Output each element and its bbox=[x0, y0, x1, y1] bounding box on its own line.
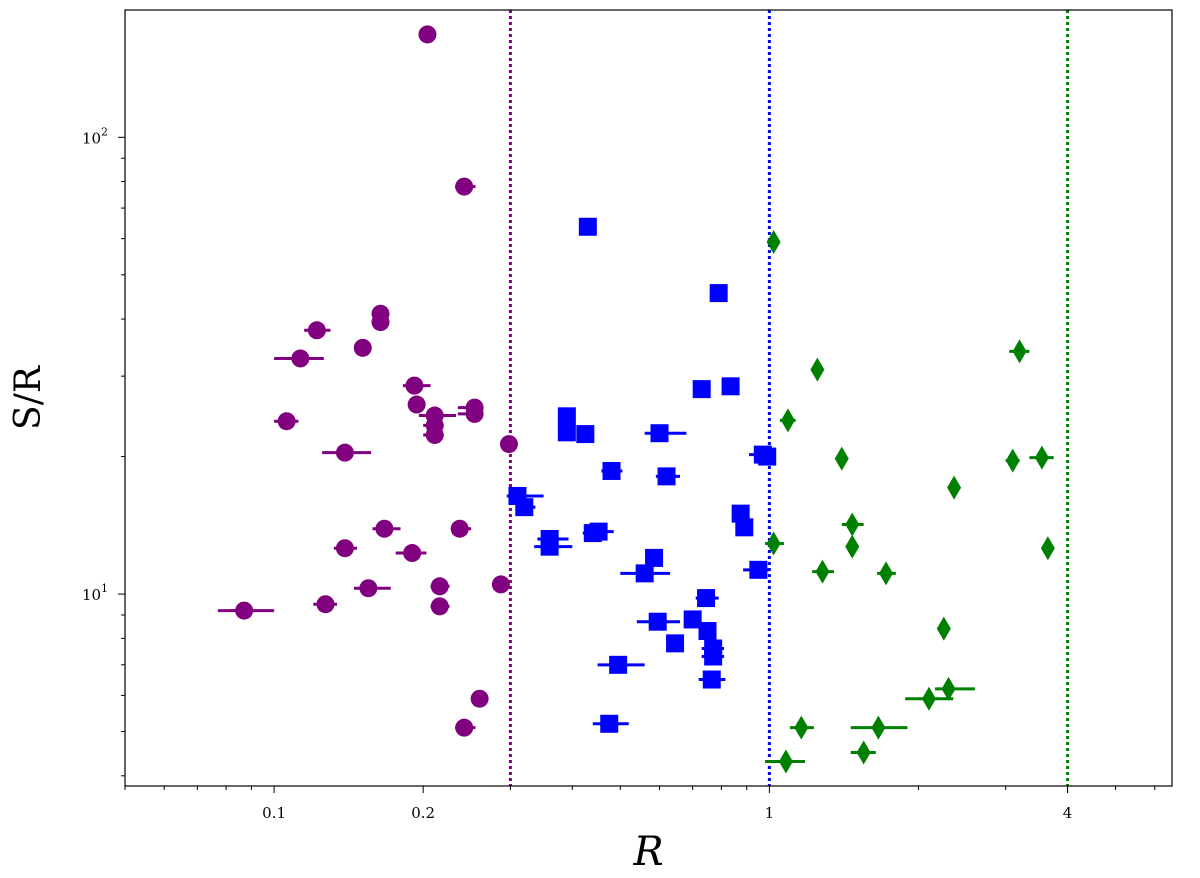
diamond-marker bbox=[834, 446, 849, 471]
circle-marker bbox=[450, 519, 469, 538]
y-axis-title: S/R bbox=[8, 365, 49, 430]
circle-marker bbox=[307, 321, 326, 340]
diamond-marker bbox=[794, 715, 809, 740]
diamond-marker bbox=[871, 715, 886, 740]
circle-marker bbox=[403, 544, 422, 563]
circle-marker bbox=[335, 539, 354, 558]
y-tick-label: 101 bbox=[82, 582, 108, 604]
x-tick-label: 0.1 bbox=[262, 804, 286, 822]
diamond-marker bbox=[845, 534, 860, 559]
plot-frame bbox=[124, 9, 1173, 787]
square-marker bbox=[697, 589, 716, 608]
circle-marker bbox=[291, 349, 310, 368]
circle-marker bbox=[455, 177, 474, 196]
diamond-marker bbox=[941, 676, 956, 701]
square-marker bbox=[735, 518, 754, 537]
diamond-marker bbox=[936, 616, 951, 641]
diamond-marker bbox=[780, 408, 795, 433]
circle-marker bbox=[359, 579, 378, 598]
circle-marker bbox=[499, 435, 518, 454]
square-marker bbox=[589, 522, 608, 541]
square-marker bbox=[657, 467, 676, 486]
diamond-marker bbox=[778, 749, 793, 774]
circle-marker bbox=[353, 338, 372, 357]
x-tick-label: 0.2 bbox=[411, 804, 435, 822]
square-marker bbox=[648, 612, 667, 631]
square-marker bbox=[576, 425, 595, 444]
reference-lines bbox=[508, 10, 1070, 786]
circle-marker bbox=[277, 412, 296, 431]
square-marker bbox=[698, 622, 717, 641]
x-tick-label: 1 bbox=[765, 804, 775, 822]
diamond-marker bbox=[947, 475, 962, 500]
diamond-marker bbox=[1034, 445, 1049, 470]
circle-marker bbox=[425, 425, 444, 444]
square-marker bbox=[683, 610, 702, 629]
square-marker bbox=[704, 647, 723, 666]
square-marker bbox=[645, 548, 664, 567]
circle-marker bbox=[371, 313, 390, 332]
diamond-marker bbox=[810, 357, 825, 382]
circle-marker bbox=[235, 601, 254, 620]
square-marker bbox=[602, 461, 621, 480]
x-axis-ticks: 0.1 0.2 1 4 bbox=[124, 786, 1156, 822]
circle-marker bbox=[455, 718, 474, 737]
y-tick-label: 102 bbox=[82, 125, 108, 147]
square-marker bbox=[609, 655, 628, 674]
diamond-marker bbox=[879, 561, 894, 586]
diamond-marker bbox=[766, 531, 781, 556]
diamond-marker bbox=[1012, 339, 1027, 364]
x-tick-label: 4 bbox=[1063, 804, 1073, 822]
square-marker bbox=[666, 634, 685, 653]
circle-marker bbox=[316, 595, 335, 614]
error-bars bbox=[217, 185, 1054, 763]
square-marker bbox=[749, 560, 768, 579]
circle-marker bbox=[465, 404, 484, 423]
square-marker bbox=[600, 714, 619, 733]
circle-marker bbox=[375, 519, 394, 538]
circle-marker bbox=[430, 577, 449, 596]
diamond-marker bbox=[766, 229, 781, 254]
diamond-marker bbox=[815, 559, 830, 584]
circle-marker bbox=[335, 443, 354, 462]
square-marker bbox=[515, 498, 534, 517]
circle-marker bbox=[407, 395, 426, 414]
square-marker bbox=[709, 284, 728, 303]
diamond-marker bbox=[1005, 448, 1020, 473]
square-marker bbox=[721, 377, 740, 396]
square-marker bbox=[540, 537, 559, 556]
circle-marker bbox=[470, 689, 489, 708]
data-markers bbox=[235, 25, 1055, 774]
diamond-marker bbox=[921, 686, 936, 711]
square-marker bbox=[758, 447, 777, 466]
x-axis-title: R bbox=[632, 829, 663, 875]
circle-marker bbox=[491, 575, 510, 594]
square-marker bbox=[731, 504, 750, 523]
square-marker bbox=[692, 380, 711, 399]
square-marker bbox=[702, 670, 721, 689]
diamond-marker bbox=[845, 512, 860, 537]
y-axis-ticks: 101 102 bbox=[82, 125, 125, 777]
circle-marker bbox=[418, 25, 437, 44]
square-marker bbox=[557, 407, 576, 426]
square-marker bbox=[635, 564, 654, 583]
square-marker bbox=[578, 217, 597, 236]
square-marker bbox=[650, 424, 669, 443]
diamond-marker bbox=[1040, 536, 1055, 561]
square-marker bbox=[557, 423, 576, 442]
circle-marker bbox=[405, 376, 424, 395]
circle-marker bbox=[430, 597, 449, 616]
diamond-marker bbox=[856, 740, 871, 765]
